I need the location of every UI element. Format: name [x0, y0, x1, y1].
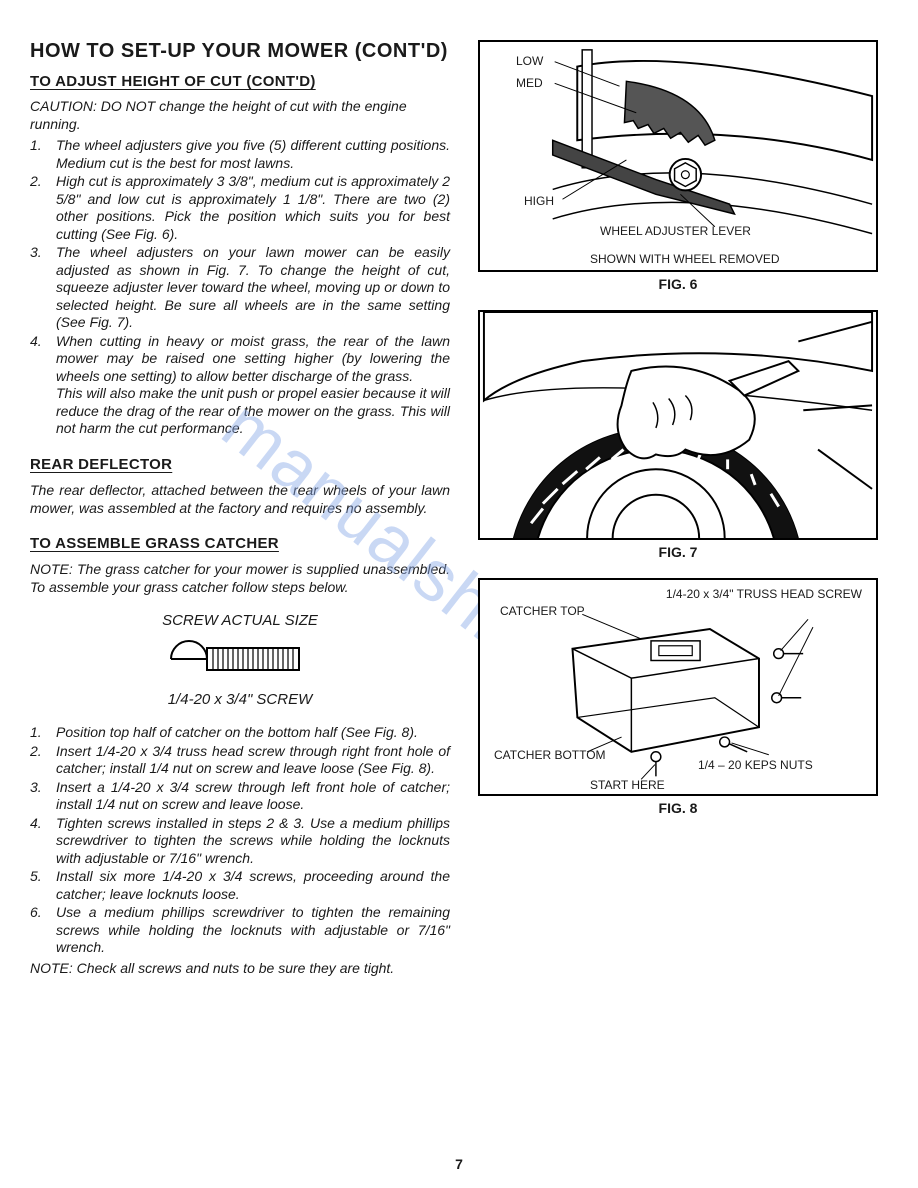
- page-content: HOW TO SET-UP YOUR MOWER (CONT'D) TO ADJ…: [30, 40, 888, 983]
- left-column: HOW TO SET-UP YOUR MOWER (CONT'D) TO ADJ…: [30, 40, 450, 983]
- figure-8: CATCHER TOP 1/4-20 x 3/4" TRUSS HEAD SCR…: [478, 578, 878, 796]
- list-item: 4.Tighten screws installed in steps 2 & …: [30, 815, 450, 868]
- page-number: 7: [0, 1156, 918, 1172]
- list-item: 3.The wheel adjusters on your lawn mower…: [30, 244, 450, 332]
- catcher-final-note: NOTE: Check all screws and nuts to be su…: [30, 959, 450, 977]
- list-item: 2.High cut is approximately 3 3/8", medi…: [30, 173, 450, 243]
- screw-illustration: [30, 637, 450, 681]
- right-column: LOW MED HIGH WHEEL ADJUSTER LEVER SHOWN …: [478, 40, 878, 983]
- list-item: 1.The wheel adjusters give you five (5) …: [30, 137, 450, 172]
- heading-grass-catcher: TO ASSEMBLE GRASS CATCHER: [30, 535, 450, 552]
- heading-adjust: TO ADJUST HEIGHT OF CUT (CONT'D): [30, 73, 450, 90]
- screw-name-label: 1/4-20 x 3/4" SCREW: [30, 691, 450, 708]
- screw-actual-size-label: SCREW ACTUAL SIZE: [30, 612, 450, 629]
- list-item: 2.Insert 1/4-20 x 3/4 truss head screw t…: [30, 743, 450, 778]
- figure-6-wrapper: LOW MED HIGH WHEEL ADJUSTER LEVER SHOWN …: [478, 40, 878, 292]
- fig8-nut-label: 1/4 – 20 KEPS NUTS: [698, 758, 813, 772]
- fig6-caption: FIG. 6: [478, 276, 878, 292]
- list-item: 1.Position top half of catcher on the bo…: [30, 724, 450, 742]
- list-item: 5.Install six more 1/4-20 x 3/4 screws, …: [30, 868, 450, 903]
- figure-7-wrapper: FIG. 7: [478, 310, 878, 560]
- fig6-lever-label: WHEEL ADJUSTER LEVER: [600, 224, 751, 238]
- list-item: 6.Use a medium phillips screwdriver to t…: [30, 904, 450, 957]
- page-title: HOW TO SET-UP YOUR MOWER (CONT'D): [30, 40, 450, 63]
- list-item: 3.Insert a 1/4-20 x 3/4 screw through le…: [30, 779, 450, 814]
- fig7-caption: FIG. 7: [478, 544, 878, 560]
- figure-7: [478, 310, 878, 540]
- fig6-high-label: HIGH: [524, 194, 554, 208]
- figure-6: LOW MED HIGH WHEEL ADJUSTER LEVER SHOWN …: [478, 40, 878, 272]
- fig8-caption: FIG. 8: [478, 800, 878, 816]
- heading-rear-deflector: REAR DEFLECTOR: [30, 456, 450, 473]
- list-item: 4.When cutting in heavy or moist grass, …: [30, 333, 450, 438]
- fig6-med-label: MED: [516, 76, 543, 90]
- fig6-shown-label: SHOWN WITH WHEEL REMOVED: [590, 252, 780, 266]
- fig8-bottom-label: CATCHER BOTTOM: [494, 748, 606, 762]
- rear-deflector-text: The rear deflector, attached between the…: [30, 481, 450, 517]
- fig6-low-label: LOW: [516, 54, 543, 68]
- catcher-note: NOTE: The grass catcher for your mower i…: [30, 560, 450, 596]
- caution-text: CAUTION: DO NOT change the height of cut…: [30, 98, 450, 133]
- fig8-top-label: CATCHER TOP: [500, 604, 585, 618]
- fig8-screw-label: 1/4-20 x 3/4" TRUSS HEAD SCREW: [666, 588, 862, 602]
- fig8-start-label: START HERE: [590, 778, 665, 792]
- catcher-steps: 1.Position top half of catcher on the bo…: [30, 724, 450, 957]
- adjust-steps: 1.The wheel adjusters give you five (5) …: [30, 137, 450, 438]
- figure-8-wrapper: CATCHER TOP 1/4-20 x 3/4" TRUSS HEAD SCR…: [478, 578, 878, 816]
